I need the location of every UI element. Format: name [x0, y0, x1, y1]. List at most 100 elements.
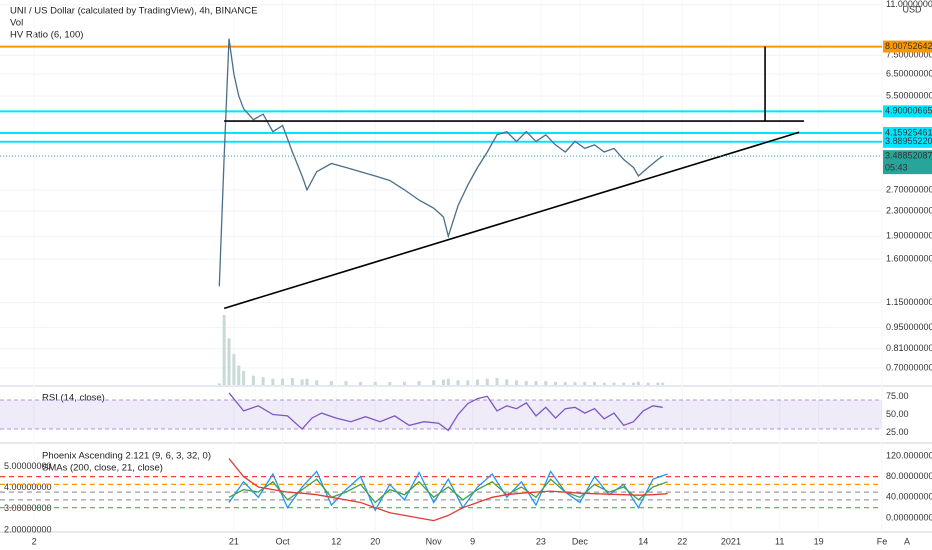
volume-bar	[485, 378, 489, 385]
y2-tick-label: 5.00000000	[4, 461, 52, 471]
volume-bar	[661, 382, 665, 385]
chart-title: UNI / US Dollar (calculated by TradingVi…	[10, 6, 257, 17]
x-tick-label: Dec	[572, 536, 589, 546]
volume-bar	[290, 378, 294, 385]
x-tick-label: 11	[775, 536, 784, 546]
volume-bar	[524, 381, 528, 385]
volume-bar	[432, 380, 436, 385]
volume-bar	[271, 378, 275, 385]
volume-bar	[446, 378, 450, 385]
x-tick-label: 2	[32, 536, 37, 546]
volume-bar	[300, 379, 304, 385]
x-tick-label: 14	[638, 536, 648, 546]
volume-bar	[631, 382, 635, 385]
level-label: 4.90000665	[885, 106, 932, 116]
volume-bar	[656, 382, 660, 385]
volume-bar	[515, 380, 519, 385]
rsi-title: RSI (14, close)	[42, 393, 105, 404]
volume-bar	[261, 377, 265, 385]
volume-bar	[534, 381, 538, 385]
y-tick-label: 11.00000000	[886, 0, 932, 9]
volume-bar	[505, 379, 509, 385]
volume-bar	[242, 371, 246, 385]
x-tick-label: Fe	[877, 536, 888, 546]
x-tick-label: 21	[229, 536, 239, 546]
y-tick-label: 1.60000000	[886, 253, 932, 263]
y-tick-label: 75.00	[886, 391, 909, 401]
currency-label[interactable]: USD	[902, 4, 922, 14]
level-label: 8.00752642	[885, 41, 932, 51]
series-line	[228, 392, 663, 432]
indicator-title: SMAs (200, close, 21, close)	[42, 463, 163, 474]
level-badge	[883, 40, 932, 53]
y-tick-label: 50.00	[886, 409, 909, 419]
x-tick-label: 9	[470, 536, 475, 546]
volume-bar	[222, 315, 226, 385]
series-line	[218, 38, 664, 287]
y-tick-label: 5.50000000	[886, 90, 932, 100]
drawing-line	[223, 131, 800, 310]
indicator-title: Phoenix Ascending 2.121 (9, 6, 3, 32, 0)	[42, 451, 211, 462]
volume-bar	[456, 380, 460, 385]
y-tick-label: 0.95000000	[886, 322, 932, 332]
volume-bar	[329, 381, 333, 385]
y-tick-label: 120.00000000	[886, 450, 932, 460]
x-tick-label: 12	[331, 536, 341, 546]
volume-bar	[612, 382, 616, 385]
indicator-title: HV Ratio (6, 100)	[10, 30, 83, 41]
volume-bar	[359, 381, 363, 385]
volume-bar	[476, 379, 480, 385]
level-badge	[883, 105, 932, 118]
volume-bar	[251, 375, 255, 385]
y-tick-label: 1.90000000	[886, 231, 932, 241]
auto-scale-button[interactable]: A	[904, 536, 910, 546]
volume-bar	[315, 380, 319, 385]
volume-bar	[602, 382, 606, 385]
indicator-title: Vol	[10, 18, 23, 29]
volume-bar	[237, 365, 241, 385]
volume-bar	[583, 381, 587, 385]
volume-bar	[344, 381, 348, 385]
y-tick-label: 6.50000000	[886, 68, 932, 78]
level-badge	[883, 135, 932, 148]
volume-bar	[554, 381, 558, 385]
volume-bar	[217, 383, 221, 385]
y-tick-label: 2.70000000	[886, 184, 932, 194]
volume-bar	[373, 381, 377, 385]
volume-bar	[563, 381, 567, 385]
y-tick-label: 0.00000000	[886, 512, 932, 522]
y-tick-label: 0.70000000	[886, 362, 932, 372]
series-line	[228, 458, 668, 522]
volume-bar	[622, 382, 626, 385]
x-tick-label: 22	[677, 536, 687, 546]
volume-bar	[636, 381, 640, 385]
level-label: 4.15925461	[885, 127, 932, 137]
y-tick-label: 7.50000000	[886, 50, 932, 60]
countdown-label: 05:43	[885, 163, 908, 173]
volume-bar	[305, 378, 309, 385]
x-tick-label: Oct	[276, 536, 291, 546]
x-tick-label: 23	[536, 536, 546, 546]
volume-bar	[592, 381, 596, 385]
rsi-band	[0, 400, 882, 429]
y-tick-label: 2.30000000	[886, 205, 932, 215]
y-tick-label: 1.15000000	[886, 297, 932, 307]
volume-bar	[495, 378, 499, 385]
y-tick-label: 80.00000000	[886, 471, 932, 481]
x-tick-label: 2021	[721, 536, 741, 546]
current-price-label: 3.48852087	[885, 151, 932, 161]
volume-bar	[544, 381, 548, 385]
volume-bar	[441, 379, 445, 385]
volume-bar	[646, 382, 650, 385]
level-label: 3.88955220	[885, 136, 932, 146]
volume-bar	[466, 380, 470, 385]
y-tick-label: 25.00	[886, 427, 909, 437]
volume-bar	[232, 353, 236, 385]
volume-bar	[417, 381, 421, 385]
price-badge	[883, 150, 932, 175]
volume-bar	[402, 381, 406, 385]
x-tick-label: 19	[814, 536, 824, 546]
